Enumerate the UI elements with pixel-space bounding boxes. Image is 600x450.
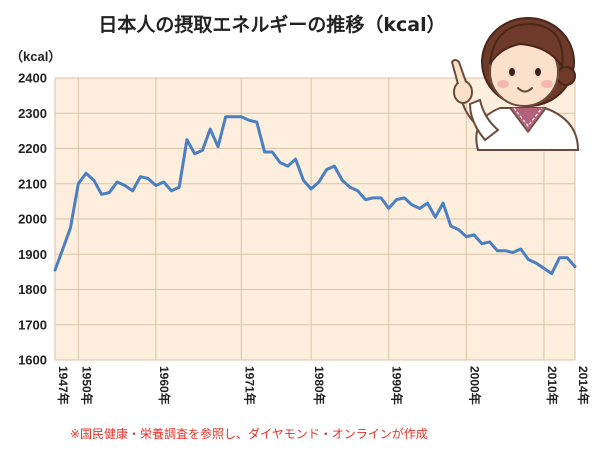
x-tick-label: 2010年 bbox=[545, 366, 560, 405]
y-tick-label: 2300 bbox=[18, 106, 47, 121]
x-tick-label: 1980年 bbox=[312, 366, 327, 405]
gridlines bbox=[54, 77, 576, 361]
y-tick-label: 1800 bbox=[18, 282, 47, 297]
x-tick-label: 2000年 bbox=[467, 366, 482, 405]
source-note: ※国民健康・栄養調査を参照し、ダイヤモンド・オンラインが作成 bbox=[70, 426, 428, 441]
y-tick-label: 1900 bbox=[18, 247, 47, 262]
x-tick-label: 1960年 bbox=[157, 366, 172, 405]
series-line bbox=[53, 115, 577, 276]
y-tick-label: 2000 bbox=[18, 212, 47, 227]
y-tick-label: 2200 bbox=[18, 141, 47, 156]
y-unit-label: （kcal） bbox=[10, 49, 61, 64]
x-tick-label: 1990年 bbox=[390, 366, 405, 405]
x-tick-label: 1950年 bbox=[79, 366, 94, 405]
x-tick-label: 1971年 bbox=[242, 366, 257, 405]
woman-pointing-illustration bbox=[450, 17, 580, 151]
y-tick-label: 1600 bbox=[18, 353, 47, 368]
y-tick-label: 2400 bbox=[18, 71, 47, 86]
x-axis-ticks: 1947年 1950年 1960年 1971年 1980年 1990年 2000年 2010年… bbox=[56, 366, 591, 405]
y-axis-ticks: 2400 2300 2200 2100 2000 1900 1800 1700 1600 bbox=[18, 71, 47, 368]
x-tick-label: 2014年 bbox=[576, 366, 591, 405]
chart-title: 日本人の摂取エネルギーの推移（kcal） bbox=[98, 13, 445, 36]
y-tick-label: 2100 bbox=[18, 176, 47, 191]
x-tick-label: 1947年 bbox=[56, 366, 71, 405]
y-tick-label: 1700 bbox=[18, 317, 47, 332]
